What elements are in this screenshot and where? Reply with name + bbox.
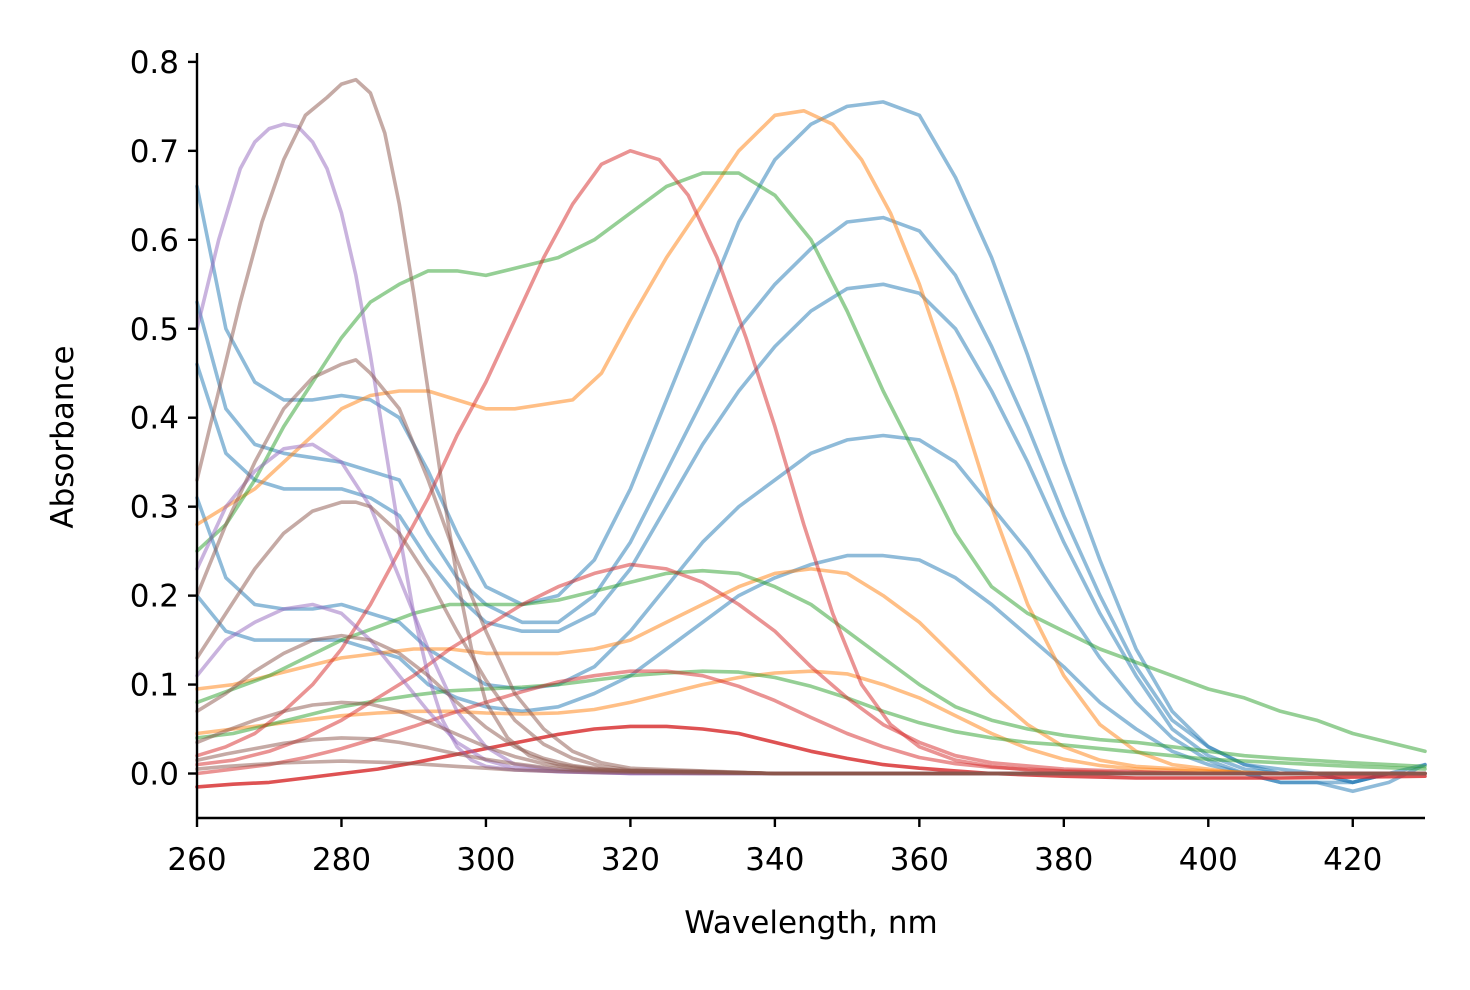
series-line-5 — [195, 553, 1427, 794]
x-tick-label: 420 — [1323, 842, 1382, 878]
series-line-17 — [195, 442, 1427, 776]
series-line-7 — [195, 567, 1427, 776]
y-tick-label: 0.5 — [130, 312, 179, 348]
y-tick-label: 0.3 — [130, 490, 179, 526]
series-line-16 — [195, 122, 1427, 776]
y-axis-title: Absorbance — [45, 345, 81, 528]
series-line-3 — [195, 282, 1427, 785]
series-line-13 — [195, 562, 1427, 776]
x-axis-ticks: 260 280 300 320 340 360 380 400 420 — [167, 818, 1382, 878]
series-line-4 — [195, 433, 1427, 785]
series-line-15 — [195, 724, 1427, 789]
y-tick-label: 0.1 — [130, 668, 179, 704]
x-tick-label: 340 — [745, 842, 804, 878]
y-tick-label: 0.4 — [130, 401, 179, 437]
series-line-10 — [195, 568, 1427, 769]
y-tick-label: 0.8 — [130, 45, 179, 81]
series-layer — [195, 77, 1427, 794]
y-tick-label: 0.2 — [130, 579, 179, 615]
series-line-14 — [195, 669, 1427, 776]
series-line-9 — [195, 171, 1427, 754]
x-tick-label: 300 — [456, 842, 515, 878]
series-line-18 — [195, 602, 1427, 776]
y-tick-label: 0.0 — [130, 757, 179, 793]
y-tick-label: 0.7 — [130, 134, 179, 170]
series-line-2 — [195, 215, 1427, 785]
y-tick-label: 0.6 — [130, 223, 179, 259]
x-tick-label: 320 — [601, 842, 660, 878]
x-axis-title: Wavelength, nm — [684, 905, 937, 941]
x-tick-label: 280 — [312, 842, 371, 878]
x-tick-label: 380 — [1034, 842, 1093, 878]
y-axis-ticks: 0.0 0.1 0.2 0.3 0.4 0.5 0.6 0.7 0.8 — [130, 45, 197, 793]
series-line-8 — [195, 669, 1427, 776]
x-tick-label: 360 — [890, 842, 949, 878]
series-line-12 — [195, 149, 1427, 776]
x-tick-label: 260 — [167, 842, 226, 878]
series-line-6 — [195, 109, 1427, 776]
x-tick-label: 400 — [1179, 842, 1238, 878]
series-line-11 — [195, 669, 1427, 771]
series-line-25 — [195, 759, 1427, 776]
